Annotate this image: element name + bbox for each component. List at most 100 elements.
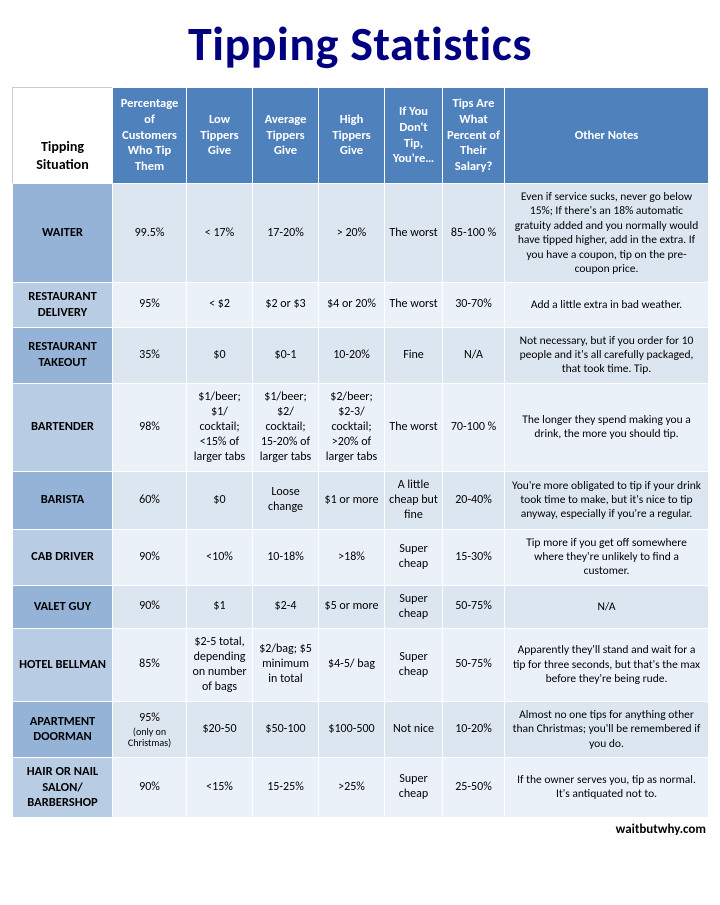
tipping-table: Tipping SituationPercentage of Customers… [12, 87, 709, 818]
cell: A little cheap but fine [385, 471, 443, 529]
cell: 95%(only on Christmas) [113, 701, 187, 757]
cell-notes: Add a little extra in bad weather. [505, 283, 709, 327]
col-header: Percentage of Customers Who Tip Them [113, 88, 187, 184]
cell: $2/bag; $5 minimum in total [253, 628, 319, 701]
cell: >18% [319, 529, 385, 585]
page-title: Tipping Statistics [12, 14, 708, 73]
cell: 90% [113, 585, 187, 628]
footer-credit: waitbutwhy.com [12, 822, 708, 837]
col-header: If You Don't Tip, You're… [385, 88, 443, 184]
cell: 99.5% [113, 184, 187, 283]
page-container: Tipping Statistics Tipping SituationPerc… [0, 0, 720, 843]
cell: <15% [187, 757, 253, 817]
table-header-row: Tipping SituationPercentage of Customers… [13, 88, 709, 184]
row-header: RESTAURANT DELIVERY [13, 283, 113, 327]
cell: Super cheap [385, 585, 443, 628]
cell: $100-500 [319, 701, 385, 757]
table-row: HOTEL BELLMAN85%$2-5 total, depending on… [13, 628, 709, 701]
cell: 17-20% [253, 184, 319, 283]
cell: Super cheap [385, 757, 443, 817]
table-row: CAB DRIVER90%<10%10-18%>18%Super cheap15… [13, 529, 709, 585]
cell: 85-100 % [443, 184, 505, 283]
cell: < $2 [187, 283, 253, 327]
cell: > 20% [319, 184, 385, 283]
cell: 95% [113, 283, 187, 327]
cell: $2-5 total, depending on number of bags [187, 628, 253, 701]
col-header: Average Tippers Give [253, 88, 319, 184]
row-header: RESTAURANT TAKEOUT [13, 327, 113, 383]
table-row: BARTENDER98%$1/beer; $1/ cocktail; <15% … [13, 383, 709, 471]
cell: $1 or more [319, 471, 385, 529]
cell-notes: Apparently they'll stand and wait for a … [505, 628, 709, 701]
table-row: APARTMENT DOORMAN95%(only on Christmas)$… [13, 701, 709, 757]
cell: 50-75% [443, 585, 505, 628]
cell: 15-25% [253, 757, 319, 817]
cell: $4-5/ bag [319, 628, 385, 701]
cell: 10-20% [319, 327, 385, 383]
cell: $1/beer; $1/ cocktail; <15% of larger ta… [187, 383, 253, 471]
cell: 20-40% [443, 471, 505, 529]
cell: 15-30% [443, 529, 505, 585]
cell: 90% [113, 529, 187, 585]
cell: $2/beer; $2-3/ cocktail; >20% of larger … [319, 383, 385, 471]
cell-notes: If the owner serves you, tip as normal. … [505, 757, 709, 817]
cell: 35% [113, 327, 187, 383]
cell: <10% [187, 529, 253, 585]
row-header: WAITER [13, 184, 113, 283]
cell: < 17% [187, 184, 253, 283]
cell: Fine [385, 327, 443, 383]
cell: $2 or $3 [253, 283, 319, 327]
cell: 50-75% [443, 628, 505, 701]
cell: The worst [385, 383, 443, 471]
cell-notes: Almost no one tips for anything other th… [505, 701, 709, 757]
cell-notes: The longer they spend making you a drink… [505, 383, 709, 471]
row-header: BARISTA [13, 471, 113, 529]
cell: 10-18% [253, 529, 319, 585]
row-header: HOTEL BELLMAN [13, 628, 113, 701]
row-header: BARTENDER [13, 383, 113, 471]
table-row: VALET GUY90%$1$2-4$5 or moreSuper cheap5… [13, 585, 709, 628]
cell-notes: Even if service sucks, never go below 15… [505, 184, 709, 283]
cell: Super cheap [385, 628, 443, 701]
table-body: WAITER99.5%< 17%17-20%> 20%The worst85-1… [13, 184, 709, 818]
cell: Not nice [385, 701, 443, 757]
table-row: WAITER99.5%< 17%17-20%> 20%The worst85-1… [13, 184, 709, 283]
cell-notes: You're more obligated to tip if your dri… [505, 471, 709, 529]
col-header: Low Tippers Give [187, 88, 253, 184]
cell: $0-1 [253, 327, 319, 383]
col-header-situation: Tipping Situation [13, 88, 113, 184]
table-row: HAIR OR NAIL SALON/ BARBERSHOP90%<15%15-… [13, 757, 709, 817]
cell: $5 or more [319, 585, 385, 628]
cell: The worst [385, 283, 443, 327]
col-header: High Tippers Give [319, 88, 385, 184]
cell: >25% [319, 757, 385, 817]
cell: 70-100 % [443, 383, 505, 471]
cell: Loose change [253, 471, 319, 529]
cell: N/A [443, 327, 505, 383]
cell-notes: Not necessary, but if you order for 10 p… [505, 327, 709, 383]
col-header: Other Notes [505, 88, 709, 184]
row-header: APARTMENT DOORMAN [13, 701, 113, 757]
cell: $0 [187, 471, 253, 529]
table-row: RESTAURANT DELIVERY95%< $2$2 or $3$4 or … [13, 283, 709, 327]
cell: 60% [113, 471, 187, 529]
cell: $50-100 [253, 701, 319, 757]
cell-notes: Tip more if you get off somewhere where … [505, 529, 709, 585]
cell: $1 [187, 585, 253, 628]
cell: 85% [113, 628, 187, 701]
cell: 98% [113, 383, 187, 471]
cell: 10-20% [443, 701, 505, 757]
cell: 90% [113, 757, 187, 817]
col-header: Tips Are What Percent of Their Salary? [443, 88, 505, 184]
table-row: RESTAURANT TAKEOUT35%$0$0-110-20%FineN/A… [13, 327, 709, 383]
row-header: HAIR OR NAIL SALON/ BARBERSHOP [13, 757, 113, 817]
row-header: CAB DRIVER [13, 529, 113, 585]
row-header: VALET GUY [13, 585, 113, 628]
cell: 30-70% [443, 283, 505, 327]
cell: $4 or 20% [319, 283, 385, 327]
cell: 25-50% [443, 757, 505, 817]
cell: Super cheap [385, 529, 443, 585]
cell: $20-50 [187, 701, 253, 757]
table-row: BARISTA60%$0Loose change$1 or moreA litt… [13, 471, 709, 529]
cell: $1/beer; $2/ cocktail; 15-20% of larger … [253, 383, 319, 471]
